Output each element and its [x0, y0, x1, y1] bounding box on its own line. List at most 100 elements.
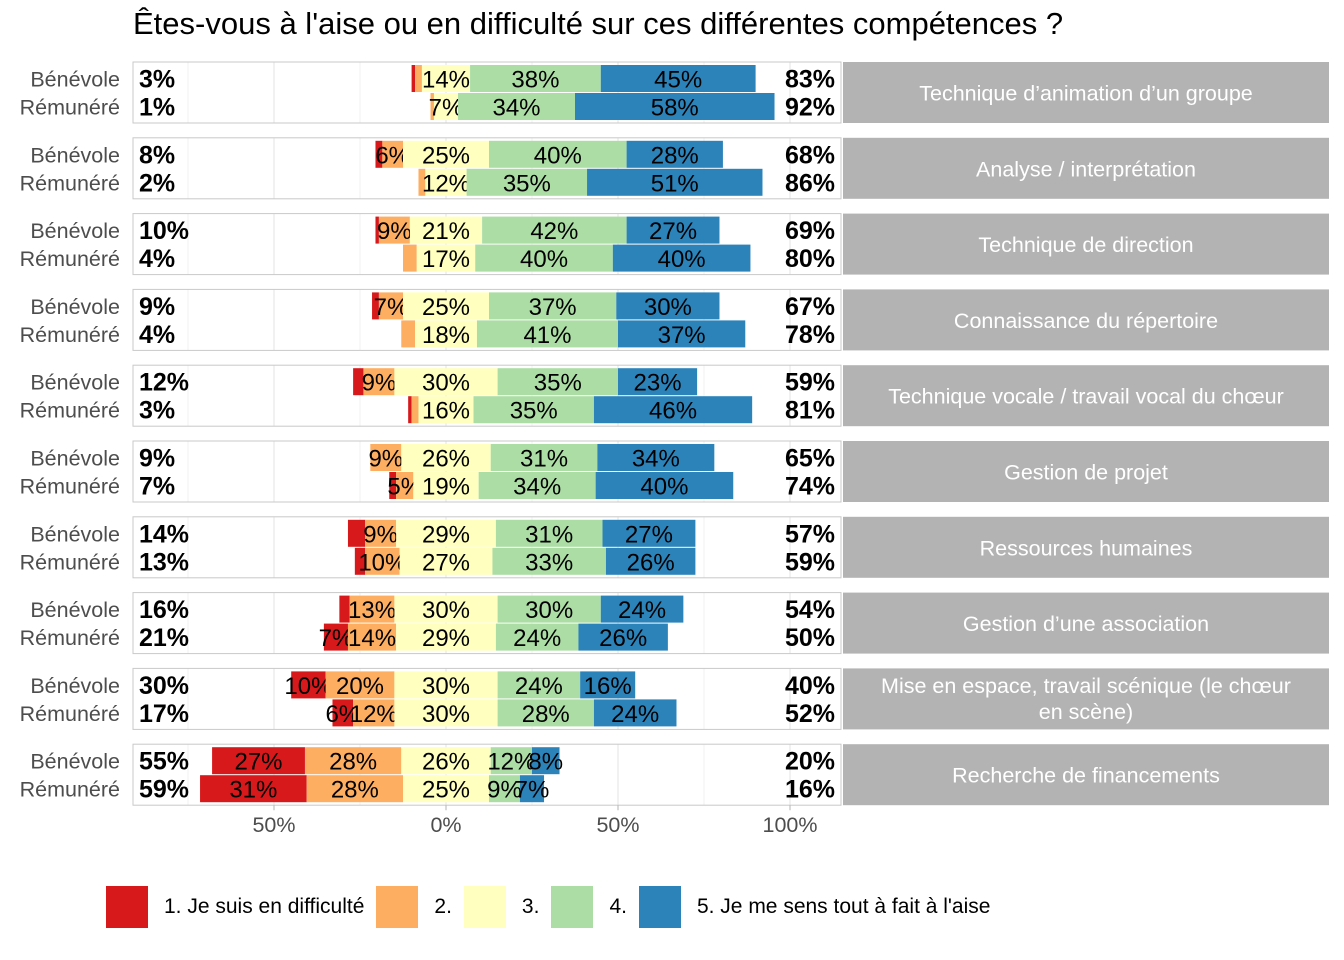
bar-segment — [413, 472, 479, 499]
high-total-label: 68% — [785, 141, 835, 169]
panel-border — [132, 61, 842, 124]
segment-label: 26% — [627, 549, 675, 576]
legend: 1. Je suis en difficulté 2. 3. 4. 5. Je … — [106, 886, 1002, 928]
segment-label: 26% — [422, 446, 470, 473]
bar-segment — [475, 244, 613, 272]
high-total-label: 69% — [785, 217, 835, 245]
bar-segment — [490, 747, 532, 775]
facet-label: Connaissance du répertoire — [954, 309, 1218, 333]
low-total-label: 30% — [139, 672, 189, 700]
segment-label: 27% — [649, 218, 697, 245]
row-label: Bénévole — [30, 219, 120, 243]
facet-strip — [843, 62, 1329, 123]
bar-segment — [430, 93, 434, 120]
bar-segment — [489, 775, 520, 803]
row-label: Rémunéré — [20, 171, 120, 195]
bar-segment — [389, 472, 397, 499]
bar-segment — [489, 140, 627, 168]
bar-segment — [489, 292, 617, 320]
high-total-label: 54% — [785, 596, 835, 624]
segment-label: 30% — [644, 294, 692, 321]
legend-swatch-5 — [638, 886, 681, 928]
legend-label-5: 5. Je me sens tout à fait à l'aise — [696, 895, 991, 918]
row-label: Rémunéré — [20, 96, 120, 120]
segment-label: 34% — [492, 95, 540, 122]
row-label: Rémunéré — [20, 475, 120, 499]
low-total-label: 21% — [139, 624, 189, 652]
high-total-label: 57% — [785, 520, 835, 548]
legend-swatch-4 — [551, 886, 594, 928]
legend-label-3: 3. — [521, 895, 540, 918]
bar-segment — [347, 623, 397, 651]
bar-segment — [418, 396, 474, 424]
facet-label: Technique d’animation d’un groupe — [919, 82, 1253, 106]
segment-label: 28% — [522, 701, 570, 728]
bar-segment — [425, 168, 467, 196]
panel-border — [132, 288, 842, 351]
chart-title: Êtes-vous à l'aise ou en difficulté sur … — [133, 6, 1064, 41]
segment-label: 24% — [618, 597, 666, 624]
segment-label: 51% — [651, 170, 699, 197]
segment-label: 9% — [368, 446, 403, 473]
bar-segment — [519, 775, 545, 803]
facet-label: Analyse / interprétation — [976, 157, 1196, 181]
segment-label: 45% — [654, 67, 702, 94]
facet-label: en scène) — [1039, 700, 1133, 724]
bar-segment — [349, 595, 395, 623]
bar-segment — [593, 396, 753, 424]
facet-strip — [843, 516, 1329, 578]
row-label: Bénévole — [30, 68, 120, 92]
bar-segment — [497, 595, 601, 623]
low-total-label: 7% — [139, 473, 175, 501]
low-total-label: 16% — [139, 596, 189, 624]
segment-label: 24% — [611, 701, 659, 728]
bar-segment — [418, 168, 426, 196]
bar-segment — [495, 519, 603, 547]
high-total-label: 59% — [785, 548, 835, 576]
legend-swatch-1 — [106, 886, 148, 928]
bar-segment — [394, 699, 498, 727]
segment-label: 25% — [422, 777, 470, 804]
bar-segment — [597, 444, 715, 471]
segment-label: 27% — [422, 549, 470, 576]
segment-label: 46% — [649, 398, 697, 425]
segment-label: 31% — [229, 777, 277, 804]
low-total-label: 59% — [139, 776, 189, 804]
bar-segment — [618, 368, 698, 396]
segment-label: 40% — [658, 246, 706, 273]
segment-label: 30% — [525, 597, 573, 624]
segment-label: 17% — [422, 246, 470, 273]
segment-label: 21% — [422, 218, 470, 245]
x-tick-label: 50% — [596, 813, 639, 837]
low-total-label: 17% — [139, 700, 189, 728]
segment-label: 10% — [284, 673, 332, 700]
legend-item-5: 5. Je me sens tout à fait à l'aise — [638, 886, 991, 928]
bar-segment — [399, 547, 493, 575]
low-total-label: 9% — [139, 293, 175, 321]
legend-item-1: 1. Je suis en difficulté — [106, 886, 364, 928]
bar-segment — [616, 292, 720, 320]
bar-segment — [466, 168, 588, 196]
high-total-label: 81% — [785, 397, 835, 425]
bar-segment — [470, 65, 601, 92]
row-label: Bénévole — [30, 371, 120, 395]
bar-segment — [433, 93, 459, 120]
segment-label: 13% — [348, 597, 396, 624]
panel-border — [132, 743, 842, 806]
bar-segment — [495, 623, 579, 651]
row-label: Bénévole — [30, 674, 120, 698]
bar-segment — [605, 547, 696, 575]
row-label: Rémunéré — [20, 702, 120, 726]
panel-border — [132, 137, 842, 200]
row-label: Bénévole — [30, 750, 120, 774]
bar-segment — [396, 519, 496, 547]
low-total-label: 13% — [139, 548, 189, 576]
row-label: Rémunéré — [20, 399, 120, 423]
facet-label: Technique de direction — [978, 233, 1193, 257]
segment-label: 38% — [511, 67, 559, 94]
segment-label: 30% — [422, 370, 470, 397]
bar-segment — [476, 320, 618, 348]
bar-segment — [421, 65, 471, 92]
segment-label: 7% — [429, 95, 464, 122]
bar-segment — [403, 244, 417, 272]
